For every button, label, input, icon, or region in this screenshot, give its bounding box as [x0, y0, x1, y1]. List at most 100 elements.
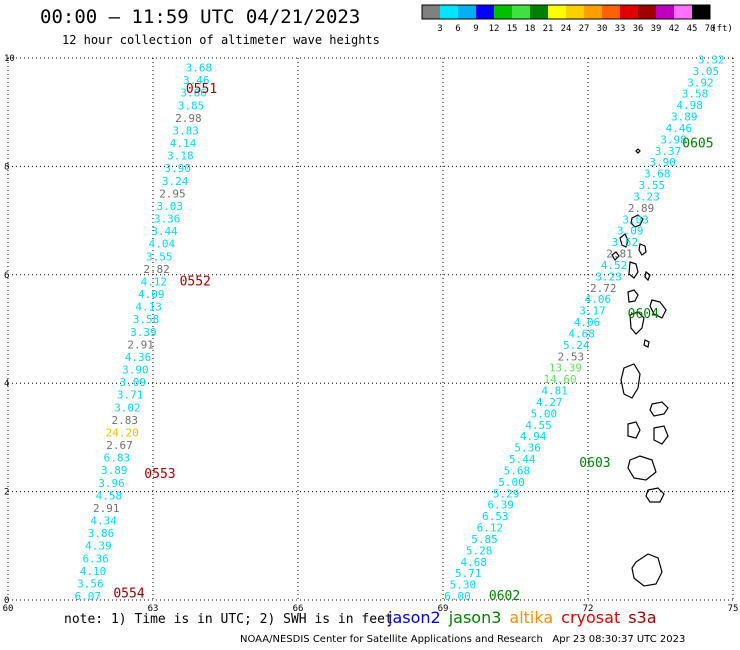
wave-height-value: 6.83	[104, 452, 131, 465]
pass-label: 0604	[628, 307, 659, 322]
pass-label: 0551	[186, 82, 217, 97]
wave-height-value: 2.91	[93, 502, 120, 515]
x-tick-label: 69	[438, 604, 449, 614]
wave-height-value: 2.83	[112, 414, 139, 427]
x-tick-label: 75	[728, 604, 739, 614]
page-subtitle: 12 hour collection of altimeter wave hei…	[62, 33, 380, 47]
colorbar-label: 15	[507, 24, 518, 34]
wave-height-value: 5.85	[471, 533, 498, 546]
legend-item-jason3: jason3	[448, 608, 502, 627]
wave-height-value: 3.92	[687, 76, 714, 89]
colorbar-label: 18	[525, 24, 536, 34]
wave-height-value: 3.83	[172, 124, 199, 137]
colorbar-label: 27	[579, 24, 590, 34]
wave-height-value: 6.07	[75, 590, 102, 603]
y-tick-label: 0	[4, 596, 9, 606]
wave-height-value: 4.68	[568, 327, 595, 340]
wave-height-value: 3.39	[130, 326, 157, 339]
wave-height-value: 2.82	[143, 263, 170, 276]
satellite-legend: jason2 jason3 altika cryosat s3a	[388, 608, 665, 627]
wave-height-value: 5.24	[563, 339, 590, 352]
page-title: 00:00 – 11:59 UTC 04/21/2023	[40, 6, 361, 28]
wave-height-value: 4.04	[149, 238, 176, 251]
wave-height-value: 3.55	[146, 250, 173, 263]
wave-height-value: 4.10	[80, 565, 107, 578]
colorbar-label: 6	[455, 24, 460, 34]
wave-height-value: 3.58	[682, 88, 709, 101]
x-tick-label: 66	[293, 604, 304, 614]
wave-height-value: 3.37	[655, 145, 682, 158]
wave-height-value: 3.90	[164, 162, 191, 175]
colorbar-label: 3	[437, 24, 442, 34]
wave-height-value: 4.55	[525, 419, 552, 432]
wave-height-value: 4.81	[541, 385, 568, 398]
colorbar-swatch	[422, 5, 440, 19]
wave-height-value: 4.98	[676, 99, 703, 112]
footer-note: note: 1) Time is in UTC; 2) SWH is in fe…	[64, 612, 393, 627]
wave-height-value: 6.53	[482, 510, 509, 523]
wave-height-value: 5.29	[493, 487, 520, 500]
wave-height-value: 3.02	[114, 401, 141, 414]
colorbar-swatch	[566, 5, 584, 19]
wave-height-value: 5.00	[531, 407, 558, 420]
grid-lines	[7, 57, 734, 601]
wave-height-value: 2.89	[628, 202, 655, 215]
wave-height-value: 3.09	[119, 376, 146, 389]
wave-height-value: 3.68	[644, 168, 671, 181]
pass-label: 0602	[489, 589, 520, 604]
wave-height-value: 3.09	[617, 225, 644, 238]
colorbar-label: 12	[489, 24, 500, 34]
wave-height-value: 24.20	[106, 426, 139, 439]
island-outline	[638, 243, 647, 256]
y-tick-label: 6	[4, 271, 9, 281]
pass-labels: 0551 0552 0553 0554 0605 0604 0603 0602	[113, 82, 713, 604]
wave-height-value: 4.68	[460, 556, 487, 569]
colorbar-label: 30	[597, 24, 608, 34]
axis-ticks: 60 63 66 69 72 75 0 2 4 6 8 10	[3, 54, 739, 614]
colorbar-swatch	[476, 5, 494, 19]
wave-height-value: 3.24	[162, 175, 189, 188]
island-outline	[628, 261, 651, 282]
colorbar-swatch	[584, 5, 602, 19]
legend-item-altika: altika	[509, 608, 554, 627]
wave-height-value: 5.30	[450, 579, 477, 592]
island-outline	[627, 421, 669, 445]
wave-height-value: 3.86	[180, 87, 207, 100]
wave-height-value: 4.06	[574, 316, 601, 329]
wave-height-value: 3.46	[183, 74, 210, 87]
x-tick-label: 60	[3, 604, 14, 614]
wave-height-value: 2.53	[558, 350, 585, 363]
wave-height-value: 4.13	[135, 301, 162, 314]
wave-height-value: 3.56	[77, 577, 104, 590]
island-outline	[629, 311, 650, 348]
colorbar-swatch	[530, 5, 548, 19]
colorbar-swatch	[440, 5, 458, 19]
wave-height-value: 3.23	[595, 270, 622, 283]
x-tick-label: 63	[148, 604, 159, 614]
wave-height-value: 4.58	[96, 489, 123, 502]
colorbar-swatch	[692, 5, 710, 19]
colorbar-swatch	[512, 5, 530, 19]
island-outline	[645, 487, 665, 503]
wave-height-value: 3.03	[622, 213, 649, 226]
wave-height-value: 3.03	[157, 200, 184, 213]
island-outline	[635, 148, 641, 154]
island-outline	[630, 214, 644, 228]
wave-height-value: 4.14	[170, 137, 197, 150]
wave-height-value: 2.95	[159, 187, 186, 200]
wave-height-value: 6.36	[82, 552, 109, 565]
colorbar-label: 21	[543, 24, 554, 34]
wave-height-value: 2.81	[606, 248, 633, 261]
colorbar-swatch	[656, 5, 674, 19]
colorbar-label: 33	[615, 24, 626, 34]
wave-height-value: 4.36	[125, 351, 152, 364]
wave-height-value: 4.46	[666, 122, 693, 135]
wave-height-value: 4.27	[536, 396, 563, 409]
colorbar-label: 42	[669, 24, 680, 34]
wave-height-value: 4.52	[601, 259, 628, 272]
wave-height-value: 5.44	[509, 453, 536, 466]
wave-height-value: 3.32	[698, 53, 725, 66]
legend-item-cryosat: cryosat	[561, 608, 621, 627]
colorbar-unit: (ft)	[711, 24, 733, 34]
